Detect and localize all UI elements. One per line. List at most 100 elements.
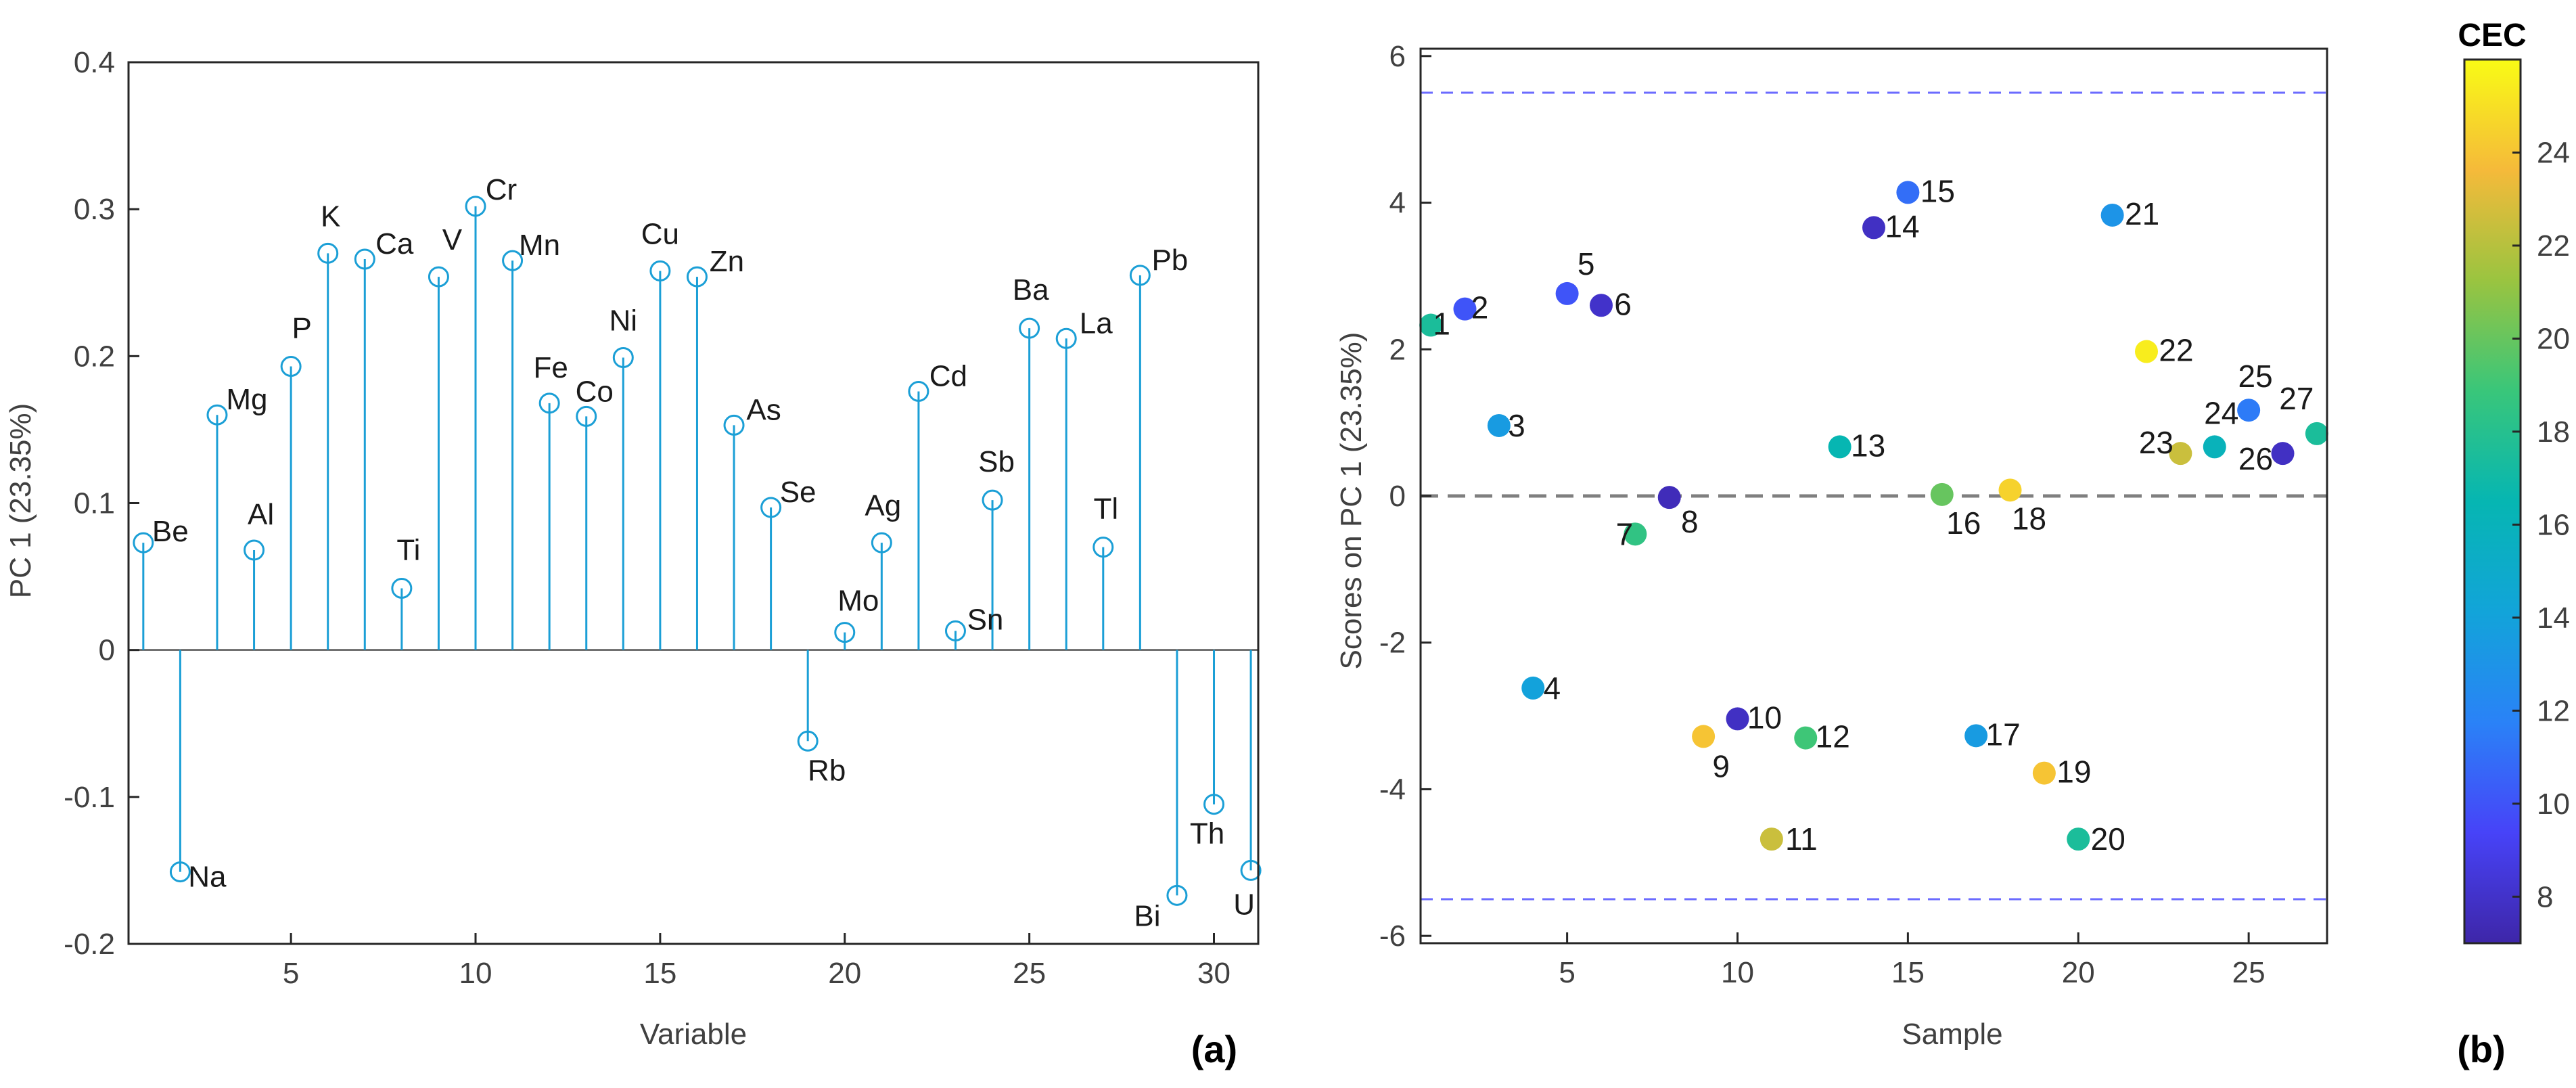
- stem-marker-v: [428, 266, 449, 288]
- sample-point-16: [1930, 482, 1954, 506]
- colorbar-tick-label: 24: [2537, 136, 2570, 169]
- element-label-fe: Fe: [533, 351, 568, 384]
- score-points: [1419, 181, 2328, 851]
- stem-marker-tl: [1092, 537, 1114, 558]
- stem-marker-cd: [908, 380, 929, 402]
- y-tick-label-b: -6: [1379, 920, 1406, 953]
- stem-marker-co: [576, 405, 597, 427]
- y-tick-label-b: -4: [1379, 773, 1406, 806]
- y-tick-label-b: 0: [1389, 480, 1406, 513]
- panel-label-a: (a): [1191, 1028, 1237, 1070]
- element-label-co: Co: [576, 375, 614, 408]
- sample-label-25: 25: [2238, 359, 2273, 394]
- sample-label-8: 8: [1681, 504, 1699, 539]
- stem-marker-al: [244, 539, 265, 561]
- sample-label-22: 22: [2159, 333, 2193, 368]
- sample-point-8: [1657, 486, 1681, 509]
- stem-marker-ti: [391, 577, 413, 599]
- sample-label-12: 12: [1816, 719, 1850, 754]
- sample-label-2: 2: [1471, 290, 1489, 325]
- stem-marks: [133, 196, 1262, 906]
- sample-label-7: 7: [1616, 516, 1634, 551]
- stem-marker-mn: [502, 250, 524, 271]
- element-label-se: Se: [780, 476, 816, 509]
- element-label-as: As: [746, 393, 781, 426]
- element-label-bi: Bi: [1134, 899, 1160, 932]
- sample-label-19: 19: [2056, 754, 2091, 790]
- stem-marker-la: [1055, 327, 1077, 349]
- element-label-sb: Sb: [978, 445, 1015, 478]
- sample-point-14: [1862, 216, 1885, 240]
- colorbar-ramp: [2463, 58, 2522, 945]
- sample-point-10: [1726, 707, 1749, 731]
- sample-label-23: 23: [2139, 425, 2174, 460]
- sample-label-5: 5: [1578, 246, 1595, 281]
- colorbar-title: CEC: [2458, 18, 2526, 53]
- element-label-la: La: [1080, 307, 1113, 340]
- y-tick-label-a: 0.3: [74, 193, 115, 226]
- element-label-p: P: [292, 312, 311, 345]
- stem-marker-mg: [206, 404, 228, 426]
- sample-point-7: [1624, 522, 1647, 546]
- x-tick-label-b: 15: [1891, 956, 1925, 989]
- axes-a: 5 10 15 20 25 30 -0.2 -0.1 0 0.1 0.2 0.3 0.4: [64, 46, 1260, 990]
- stem-marker-k: [317, 242, 339, 264]
- stem-marker-rb: [797, 730, 819, 752]
- colorbar-tick-label: 12: [2537, 694, 2570, 727]
- sample-point-27: [2305, 422, 2328, 445]
- y-tick-label-a: -0.1: [64, 781, 115, 814]
- element-label-be: Be: [152, 515, 189, 548]
- sample-label-4: 4: [1543, 671, 1561, 706]
- stem-marker-se: [760, 497, 782, 518]
- stem-marker-fe: [538, 392, 560, 414]
- sample-point-1: [1419, 313, 1443, 337]
- y-tick-label-b: 2: [1389, 333, 1406, 366]
- plot-frame-a: [127, 61, 1260, 945]
- x-tick-label-b: 10: [1721, 956, 1754, 989]
- element-label-cu: Cu: [641, 217, 679, 250]
- sample-point-15: [1896, 181, 1920, 204]
- sample-label-17: 17: [1986, 717, 2021, 752]
- element-label-na: Na: [188, 861, 227, 894]
- stem-marker-na: [169, 861, 191, 883]
- sample-point-17: [1964, 724, 1988, 748]
- stem-marker-u: [1240, 859, 1262, 881]
- sample-label-14: 14: [1885, 208, 1919, 244]
- sample-point-2: [1453, 297, 1477, 321]
- element-label-ba: Ba: [1013, 273, 1049, 307]
- sample-point-23: [2169, 442, 2192, 466]
- sample-label-26: 26: [2238, 441, 2273, 476]
- y-axis-label-a: PC 1 (23.35%): [4, 403, 37, 599]
- stem-marker-sb: [982, 489, 1003, 511]
- stem-marker-as: [723, 414, 745, 436]
- sample-point-21: [2100, 203, 2124, 227]
- sample-point-5: [1555, 281, 1579, 305]
- element-label-ca: Ca: [375, 227, 414, 260]
- stem-marker-pb: [1129, 265, 1151, 286]
- element-label-cd: Cd: [929, 359, 967, 392]
- element-label-zn: Zn: [710, 245, 744, 278]
- colorbar-tick-label: 16: [2537, 508, 2570, 541]
- reference-lines: [1421, 91, 2327, 901]
- x-tick-label-b: 5: [1559, 956, 1575, 989]
- y-axis-label-b: Scores on PC 1 (23.35%): [1335, 332, 1368, 670]
- sample-label-20: 20: [2091, 821, 2125, 857]
- colorbar: 8 10 12 14 16 18 20 22 24 CEC: [2458, 18, 2570, 945]
- element-label-mg: Mg: [226, 383, 267, 416]
- element-label-tl: Tl: [1093, 493, 1118, 526]
- x-tick-label-a: 30: [1197, 957, 1230, 990]
- element-label-mn: Mn: [519, 229, 560, 262]
- colorbar-tick-label: 20: [2537, 322, 2570, 355]
- sample-label-18: 18: [2012, 501, 2046, 536]
- element-label-ti: Ti: [396, 533, 420, 566]
- element-label-v: V: [442, 223, 463, 256]
- sample-point-25: [2237, 399, 2261, 422]
- sample-point-4: [1521, 676, 1545, 700]
- element-label-th: Th: [1190, 817, 1224, 851]
- colorbar-tick-label: 14: [2537, 602, 2570, 635]
- colorbar-tick-label: 22: [2537, 229, 2570, 263]
